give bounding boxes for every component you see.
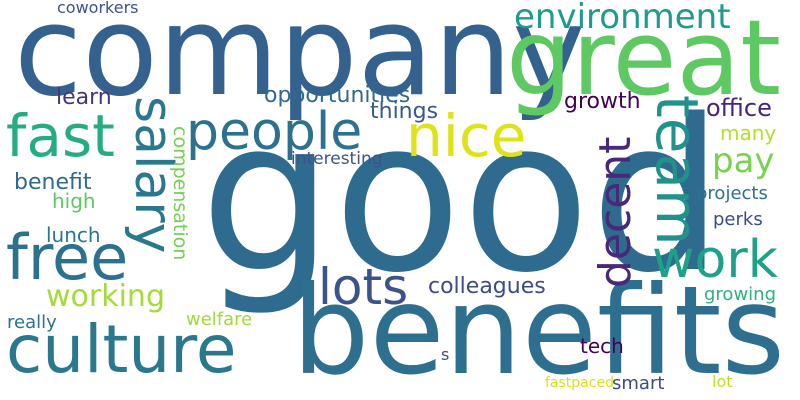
word-free: free bbox=[6, 221, 129, 294]
word-decent: decent bbox=[590, 136, 641, 288]
word-growing: growing bbox=[704, 284, 776, 305]
word-nice: nice bbox=[406, 102, 527, 170]
word-culture: culture bbox=[6, 311, 237, 388]
word-things: things bbox=[370, 99, 439, 124]
word-work: work bbox=[652, 230, 778, 290]
word-team: team bbox=[643, 95, 711, 246]
word-compensation: compensation bbox=[169, 126, 191, 261]
word-benefit: benefit bbox=[14, 170, 92, 195]
word-fast: fast bbox=[6, 102, 115, 170]
word-great: great bbox=[506, 0, 781, 119]
word-people: people bbox=[186, 102, 363, 162]
word-environment: environment bbox=[514, 0, 731, 37]
word-growth: growth bbox=[564, 89, 641, 114]
word-really: really bbox=[7, 312, 57, 333]
word-good: good bbox=[200, 74, 724, 319]
word-perks: perks bbox=[713, 209, 763, 230]
word-company: company bbox=[14, 0, 586, 124]
word-office: office bbox=[706, 94, 772, 122]
word-learn: learn bbox=[56, 85, 112, 110]
word-s: s bbox=[441, 345, 450, 364]
word-tech: tech bbox=[580, 334, 624, 358]
word-lots: lots bbox=[318, 258, 409, 316]
word-lunch: lunch bbox=[46, 223, 101, 247]
word-coworkers: coworkers bbox=[57, 0, 139, 17]
word-high: high bbox=[52, 189, 96, 213]
word-benefits: benefits bbox=[292, 260, 786, 400]
word-projects: projects bbox=[696, 183, 768, 204]
word-working: working bbox=[46, 279, 165, 314]
word-colleagues: colleagues bbox=[428, 274, 546, 299]
word-fastpaced: fastpaced bbox=[545, 375, 614, 391]
word-opportunities: opportunities bbox=[264, 83, 411, 108]
word-lot: lot bbox=[712, 372, 733, 391]
word-interesting: interesting bbox=[291, 149, 383, 169]
word-pay: pay bbox=[712, 141, 775, 181]
word-many: many bbox=[720, 121, 777, 145]
word-smart: smart bbox=[612, 373, 665, 394]
word-welfare: welfare bbox=[186, 309, 253, 330]
